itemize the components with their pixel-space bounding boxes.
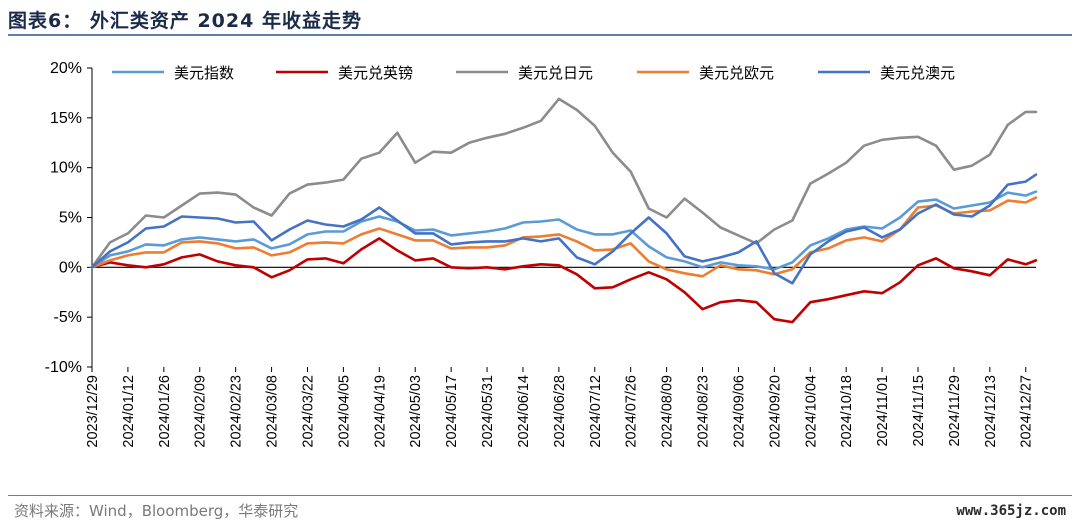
x-tick-label: 2024/01/12 <box>121 375 137 448</box>
x-tick-label: 2024/04/19 <box>372 375 388 448</box>
x-tick-label: 2024/12/27 <box>1019 375 1035 448</box>
y-tick-label: 15% <box>50 110 82 127</box>
y-tick-label: -10% <box>45 359 82 376</box>
x-tick-label: 2024/11/01 <box>875 375 891 447</box>
x-tick-label: 2024/04/05 <box>336 375 352 448</box>
plot-area <box>90 97 1038 324</box>
x-tick-label: 2024/12/13 <box>983 375 999 448</box>
y-axis: 20% 15% 10% 5% 0% -5% -10% <box>45 60 93 376</box>
x-tick-label: 2024/09/06 <box>731 375 747 448</box>
x-tick-label: 2024/09/20 <box>767 375 783 448</box>
x-tick-label: 2024/10/04 <box>803 375 819 448</box>
series-line-5 <box>90 173 1038 285</box>
y-tick-label: 5% <box>59 210 82 227</box>
x-tick-label: 2024/01/26 <box>157 375 173 448</box>
x-axis: 2023/12/29 2024/01/12 2024/01/26 2024/02/09… <box>85 367 1035 448</box>
x-tick-label: 2024/05/03 <box>408 375 424 448</box>
legend-label: 美元兑英镑 <box>338 64 413 82</box>
x-tick-label: 2024/05/17 <box>444 375 460 448</box>
x-tick-label: 2024/03/08 <box>265 375 281 448</box>
legend-label: 美元兑日元 <box>518 64 593 82</box>
x-tick-label: 2024/06/28 <box>552 375 568 448</box>
x-tick-label: 2023/12/29 <box>85 375 101 448</box>
x-tick-label: 2024/02/09 <box>193 375 209 448</box>
line-chart: 美元指数 美元兑英镑 美元兑日元 美元兑欧元 美元兑澳元 20% 15% 10% 5% 0% -5… <box>45 60 1038 448</box>
x-tick-label: 2024/08/09 <box>660 375 676 448</box>
title-rule <box>8 34 1072 36</box>
source-note: 资料来源：Wind，Bloomberg，华泰研究 <box>14 502 299 520</box>
x-tick-label: 2024/03/22 <box>300 375 316 448</box>
x-tick-label: 2024/06/14 <box>516 375 532 448</box>
series-line-1 <box>90 190 1038 271</box>
x-tick-label: 2024/07/26 <box>624 375 640 448</box>
chart-title: 图表6： 外汇类资产 2024 年收益走势 <box>8 10 362 32</box>
x-tick-label: 2024/11/15 <box>911 375 927 447</box>
legend-label: 美元指数 <box>174 64 234 82</box>
series-line-4 <box>90 196 1038 278</box>
x-tick-label: 2024/05/31 <box>480 375 496 448</box>
x-tick-label: 2024/07/12 <box>588 375 604 448</box>
y-tick-label: 10% <box>50 160 82 177</box>
legend-label: 美元兑澳元 <box>880 64 955 82</box>
x-tick-label: 2024/08/23 <box>696 375 712 448</box>
y-tick-label: 0% <box>59 259 82 276</box>
watermark: www.365jz.com <box>956 503 1066 519</box>
footer-rule <box>8 495 1072 496</box>
y-tick-label: -5% <box>54 309 82 326</box>
legend-label: 美元兑欧元 <box>699 64 774 82</box>
legend: 美元指数 美元兑英镑 美元兑日元 美元兑欧元 美元兑澳元 <box>112 64 955 82</box>
x-tick-label: 2024/11/29 <box>947 375 963 447</box>
series-line-3 <box>90 97 1038 269</box>
y-tick-label: 20% <box>50 60 82 77</box>
series-line-2 <box>90 237 1038 324</box>
x-tick-label: 2024/02/23 <box>229 375 245 448</box>
x-tick-label: 2024/10/18 <box>839 375 855 448</box>
